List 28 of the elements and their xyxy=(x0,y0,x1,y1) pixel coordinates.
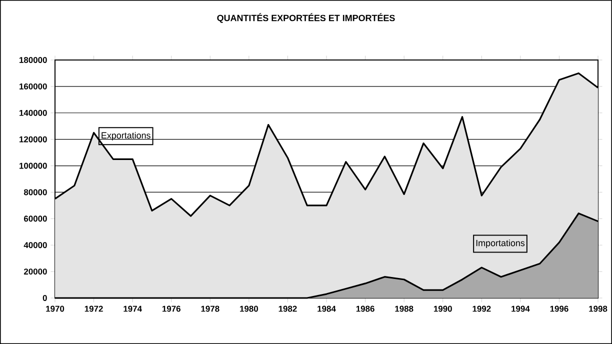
x-tick-label: 1992 xyxy=(472,306,491,312)
x-tick-label: 1972 xyxy=(84,306,103,312)
y-tick-label: 80000 xyxy=(24,189,47,196)
y-tick-label: 100000 xyxy=(20,162,47,169)
y-tick-label: 120000 xyxy=(20,136,47,142)
x-tick-label: 1974 xyxy=(124,306,142,312)
y-tick-label: 160000 xyxy=(20,83,47,90)
x-tick-label: 1982 xyxy=(278,306,297,312)
y-tick-label: 0 xyxy=(42,295,47,301)
y-tick-label: 20000 xyxy=(24,268,47,275)
x-tick-label: 1978 xyxy=(201,306,220,312)
y-tick-label: 180000 xyxy=(20,57,47,63)
x-tick-label: 1980 xyxy=(240,306,258,312)
x-tick-label: 1994 xyxy=(512,306,530,312)
chart-title: QUANTITÉS EXPORTÉES ET IMPORTÉES xyxy=(217,13,395,23)
x-tick-label: 1990 xyxy=(434,306,452,312)
x-tick-label: 1976 xyxy=(162,306,180,312)
x-tick-label: 1970 xyxy=(46,306,64,312)
x-tick-label: 1986 xyxy=(356,306,374,312)
text: Importations xyxy=(476,240,525,248)
x-tick-label: 1998 xyxy=(589,306,608,312)
y-tick-label: 140000 xyxy=(20,110,47,116)
x-tick-label: 1988 xyxy=(395,306,414,312)
x-tick-label: 1984 xyxy=(318,306,336,312)
y-tick-label: 40000 xyxy=(24,242,47,248)
y-tick-label: 60000 xyxy=(24,216,47,222)
series-label: Exportations xyxy=(102,132,150,140)
x-tick-label: 1996 xyxy=(550,306,568,312)
